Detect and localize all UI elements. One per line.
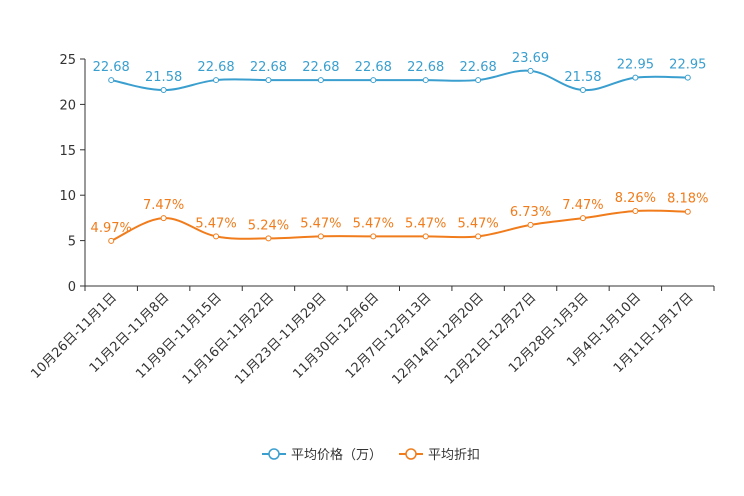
- data-label: 22.68: [355, 60, 392, 75]
- data-label: 21.58: [564, 70, 601, 85]
- data-label: 8.26%: [615, 191, 656, 206]
- legend[interactable]: 平均价格（万） 平均折扣: [262, 447, 480, 463]
- data-point: [109, 78, 114, 83]
- data-label: 22.95: [617, 58, 654, 73]
- y-tick-label: 20: [59, 98, 76, 113]
- series-0: 22.68 21.58 22.68 22.68 22.68 22.68 22.68 22.68…: [93, 51, 707, 93]
- data-point: [161, 216, 166, 221]
- data-point: [685, 209, 690, 214]
- data-point: [214, 78, 219, 83]
- y-tick-label: 0: [68, 280, 76, 295]
- x-tick-label: 10月26日-11月1日: [28, 290, 120, 382]
- data-point: [371, 234, 376, 239]
- data-label: 22.68: [302, 60, 339, 75]
- data-label: 5.47%: [457, 216, 498, 231]
- data-label: 8.18%: [667, 192, 708, 207]
- data-label: 21.58: [145, 70, 182, 85]
- data-point: [266, 236, 271, 241]
- data-point: [476, 234, 481, 239]
- data-point: [371, 78, 376, 83]
- data-point: [633, 208, 638, 213]
- y-tick-label: 25: [59, 53, 76, 68]
- line-chart: 051015202510月26日-11月1日11月2日-11月8日11月9日-1…: [0, 0, 744, 496]
- data-label: 7.47%: [562, 198, 603, 213]
- data-label: 22.68: [197, 60, 234, 75]
- data-point: [318, 234, 323, 239]
- data-point: [580, 88, 585, 93]
- y-tick-label: 5: [68, 235, 76, 250]
- data-point: [685, 75, 690, 80]
- data-label: 22.95: [669, 58, 706, 73]
- data-point: [109, 238, 114, 243]
- legend-marker-icon: [269, 449, 279, 459]
- legend-label: 平均价格（万）: [291, 447, 382, 463]
- data-point: [423, 234, 428, 239]
- data-label: 6.73%: [510, 205, 551, 220]
- x-tick-label: 11月16日-11月22日: [180, 290, 277, 387]
- x-tick-label: 11月23日-11月29日: [232, 290, 329, 387]
- y-tick-label: 15: [59, 144, 76, 159]
- data-point: [528, 222, 533, 227]
- data-point: [476, 78, 481, 83]
- data-label: 5.47%: [405, 216, 446, 231]
- data-label: 5.47%: [353, 216, 394, 231]
- data-label: 4.97%: [91, 221, 132, 236]
- data-label: 22.68: [460, 60, 497, 75]
- data-point: [528, 68, 533, 73]
- series-1: 4.97% 7.47% 5.47% 5.24% 5.47% 5.47% 5.47% 5.47%…: [91, 191, 709, 243]
- data-point: [214, 234, 219, 239]
- data-point: [318, 78, 323, 83]
- data-point: [266, 78, 271, 83]
- legend-marker-icon: [406, 449, 416, 459]
- y-tick-label: 10: [59, 189, 76, 204]
- x-tick-label: 12月14日-12月20日: [389, 290, 486, 387]
- data-label: 22.68: [250, 60, 287, 75]
- legend-item-0[interactable]: 平均价格（万）: [262, 447, 382, 463]
- data-label: 5.47%: [300, 216, 341, 231]
- data-point: [633, 75, 638, 80]
- legend-item-1[interactable]: 平均折扣: [399, 448, 480, 463]
- x-tick-label: 12月21日-12月27日: [442, 290, 539, 387]
- data-label: 5.47%: [195, 216, 236, 231]
- series-layer: 22.68 21.58 22.68 22.68 22.68 22.68 22.68 22.68…: [91, 51, 709, 243]
- data-point: [423, 78, 428, 83]
- legend-label: 平均折扣: [428, 448, 480, 463]
- data-point: [580, 216, 585, 221]
- data-label: 23.69: [512, 51, 549, 66]
- data-label: 22.68: [407, 60, 444, 75]
- data-label: 7.47%: [143, 198, 184, 213]
- data-point: [161, 88, 166, 93]
- data-label: 5.24%: [248, 218, 289, 233]
- data-label: 22.68: [93, 60, 130, 75]
